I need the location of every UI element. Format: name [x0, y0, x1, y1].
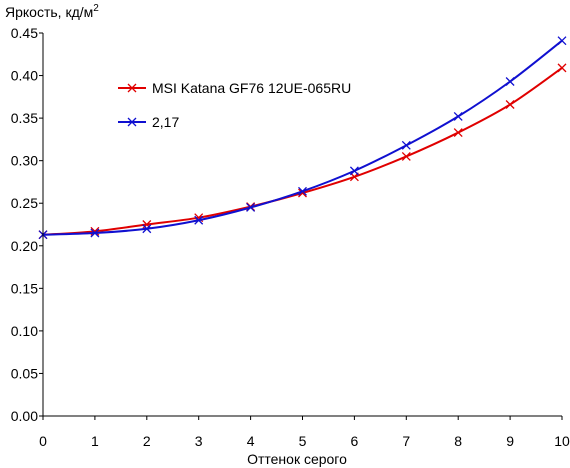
x-axis-title: Оттенок серого: [247, 451, 347, 467]
legend-item-1: MSI Katana GF76 12UE-065RU: [118, 80, 351, 96]
y-tick-label: 0.35: [11, 110, 38, 126]
data-point: [349, 166, 359, 176]
y-axis-title: Яркость, кд/м2: [5, 3, 99, 20]
x-tick-label: 2: [143, 433, 151, 449]
legend-label: 2,17: [152, 114, 179, 130]
data-point: [246, 203, 256, 212]
data-point: [401, 140, 411, 150]
y-tick-label: 0.15: [11, 280, 38, 296]
x-tick-label: 5: [299, 433, 307, 449]
x-tick-label: 10: [554, 433, 570, 449]
x-tick-label: 3: [195, 433, 203, 449]
data-point: [453, 128, 463, 138]
data-point: [401, 151, 411, 161]
legend-swatch-marker: [127, 117, 137, 127]
y-axis-ticks: 0.00 0.05 0.10 0.15 0.20 0.25 0.30 0.35 0.40 0.45: [11, 25, 43, 424]
series-line: [42, 39, 563, 236]
y-tick-label: 0.05: [11, 365, 38, 381]
data-point: [194, 215, 204, 225]
series-layer: [38, 36, 567, 240]
y-tick-label: 0.10: [11, 323, 38, 339]
y-tick-label: 0.00: [11, 408, 38, 424]
data-point: [505, 77, 515, 86]
y-tick-label: 0.45: [11, 25, 38, 41]
data-point: [142, 220, 152, 229]
x-tick-label: 9: [506, 433, 514, 449]
data-point: [90, 228, 100, 238]
legend-label: MSI Katana GF76 12UE-065RU: [152, 80, 351, 96]
y-axis-title-superscript: 2: [93, 3, 99, 14]
y-tick-label: 0.40: [11, 68, 38, 84]
data-point: [505, 100, 515, 109]
legend-swatch-marker: [127, 83, 137, 93]
x-axis-ticks: 0 1 2 3 4 5 6 7 8 9 10: [39, 416, 570, 449]
x-tick-label: 8: [454, 433, 462, 449]
x-tick-label: 4: [247, 433, 255, 449]
series-2: [38, 36, 567, 240]
data-point: [298, 186, 307, 196]
data-point: [557, 36, 567, 46]
x-tick-label: 0: [39, 433, 47, 449]
data-point: [142, 224, 152, 234]
x-tick-label: 1: [91, 433, 99, 449]
x-tick-label: 7: [402, 433, 410, 449]
x-tick-label: 6: [351, 433, 359, 449]
y-tick-label: 0.30: [11, 153, 38, 169]
y-tick-label: 0.25: [11, 195, 38, 211]
y-axis-title-text: Яркость, кд/м: [5, 4, 93, 20]
data-point: [557, 63, 567, 73]
legend-item-2: 2,17: [118, 114, 179, 130]
y-tick-label: 0.20: [11, 238, 38, 254]
data-point: [453, 111, 463, 121]
legend: MSI Katana GF76 12UE-065RU 2,17: [118, 80, 351, 130]
